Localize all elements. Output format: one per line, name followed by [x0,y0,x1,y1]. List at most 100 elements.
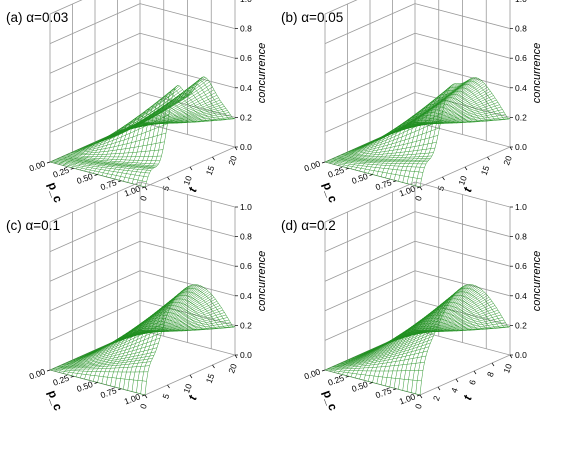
t-tick-label: 20 [226,362,239,375]
surface-line-t [84,293,180,355]
surface-line-t [61,347,158,366]
p-tick [70,167,74,170]
surface-line-t [58,355,155,367]
p-tick-label: 0.50 [350,171,369,186]
p-tick [321,161,326,164]
surface-line-t [341,141,437,156]
surface-line-t [333,157,430,161]
p-tick [393,388,397,391]
z-tick-label: 0.0 [240,142,252,152]
surface-line-t [60,157,156,168]
surface-line-t [132,317,228,334]
panel-2-axes-box [324,0,511,188]
t-tick [189,166,193,171]
surface-line-t [342,325,439,363]
floor-edge [419,354,511,396]
surface-line-t [66,332,162,363]
p-tick-label: 0.00 [303,366,322,381]
surface-line-t [336,339,433,365]
p-axis-label: p_c [320,180,340,205]
t-tick-label: 2 [431,394,442,402]
z-tick-label: 0.4 [240,291,252,301]
surface-line-t [51,161,147,183]
z-tick-label: 0.2 [240,112,252,122]
t-tick [167,176,170,181]
z-tick-label: 0.2 [515,112,527,122]
t-tick-label: 4 [449,386,460,394]
z-tick-label: 0.4 [515,291,527,301]
p-tick [369,382,373,384]
surface-line-t [72,123,168,153]
t-tick [144,394,148,399]
surface-line-t [99,88,195,141]
panel-2: 0.0 0.2 0.4 0.6 0.8 1.0 concurrence 0 5 10 15 20 t 0.… [281,0,543,205]
p-tick [94,382,98,384]
t-tick [419,186,423,191]
t-tick-label: 0 [413,194,424,202]
z-tick-label: 1.0 [240,0,252,4]
t-tick-label: 6 [467,378,478,386]
t-tick [144,186,148,191]
z-tick-label: 0.0 [515,350,527,360]
p-tick-label: 0.75 [99,177,118,192]
t-tick-label: 10 [181,382,194,395]
surface-line-t [63,155,159,165]
z-tick-label: 0.6 [240,261,252,271]
p-tick-label: 0.00 [28,158,47,173]
z-tick-label: 1.0 [515,0,527,4]
t-tick-label: 5 [160,392,171,400]
surface-line-p [67,122,158,167]
surface-line-t [335,157,431,160]
surface-line-t [51,369,147,382]
surface-line-t [326,369,422,382]
surface-line-t [132,110,228,126]
surface-line-t [348,312,445,360]
surface-line-t [54,365,150,370]
surface-line-t [55,361,152,369]
surface-line-t [369,81,466,143]
surface-line-t [57,358,153,368]
t-tick-label: 5 [435,184,446,192]
surface-line-t [96,92,192,142]
surface-line-t [326,161,422,180]
p-tick [321,369,326,372]
surface-line-t [345,119,442,153]
surface-line-t [63,342,159,365]
p-tick-label: 0.75 [374,385,393,400]
surface-line-p [419,77,511,188]
surface-line-t [79,298,176,357]
surface-line-t [342,135,439,155]
z-axis-label: concurrence [531,251,543,312]
panel-3: 0.0 0.2 0.4 0.6 0.8 1.0 concurrence 0 5 10 15 20 t 0.… [6,181,268,413]
t-axis-label: t [185,185,200,194]
p-axis-label: p_c [320,388,340,413]
surface-line-t [135,322,231,333]
surface-line-t [413,118,509,124]
z-tick-label: 0.6 [515,53,527,63]
surface-line-t [338,335,434,365]
p-tick-label: 0.25 [326,373,345,388]
panel-title: (c) α=0.1 [6,218,60,233]
surface-line-t [332,350,428,368]
p-tick-label: 0.50 [75,379,94,394]
p-tick-label: 0.25 [326,165,345,180]
t-tick-label: 10 [181,174,194,187]
surface-line-t [339,147,436,157]
t-tick [189,374,193,379]
surface-line-t [347,112,443,153]
p-tick [141,394,146,397]
panel-1-axes-box [49,0,236,188]
panel-2-axes: 0.0 0.2 0.4 0.6 0.8 1.0 concurrence 0 5 10 15 20 t 0.… [303,0,543,205]
surface-line-t [139,326,236,332]
p-tick [369,174,373,176]
p-tick [94,174,98,176]
p-tick-label: 0.00 [303,158,322,173]
surface-line-t [133,112,230,126]
panel-2-surface [324,77,511,188]
z-tick-label: 1.0 [515,202,527,212]
surface-line-t [64,155,160,162]
t-tick [234,146,238,151]
z-tick-label: 0.8 [240,24,252,34]
